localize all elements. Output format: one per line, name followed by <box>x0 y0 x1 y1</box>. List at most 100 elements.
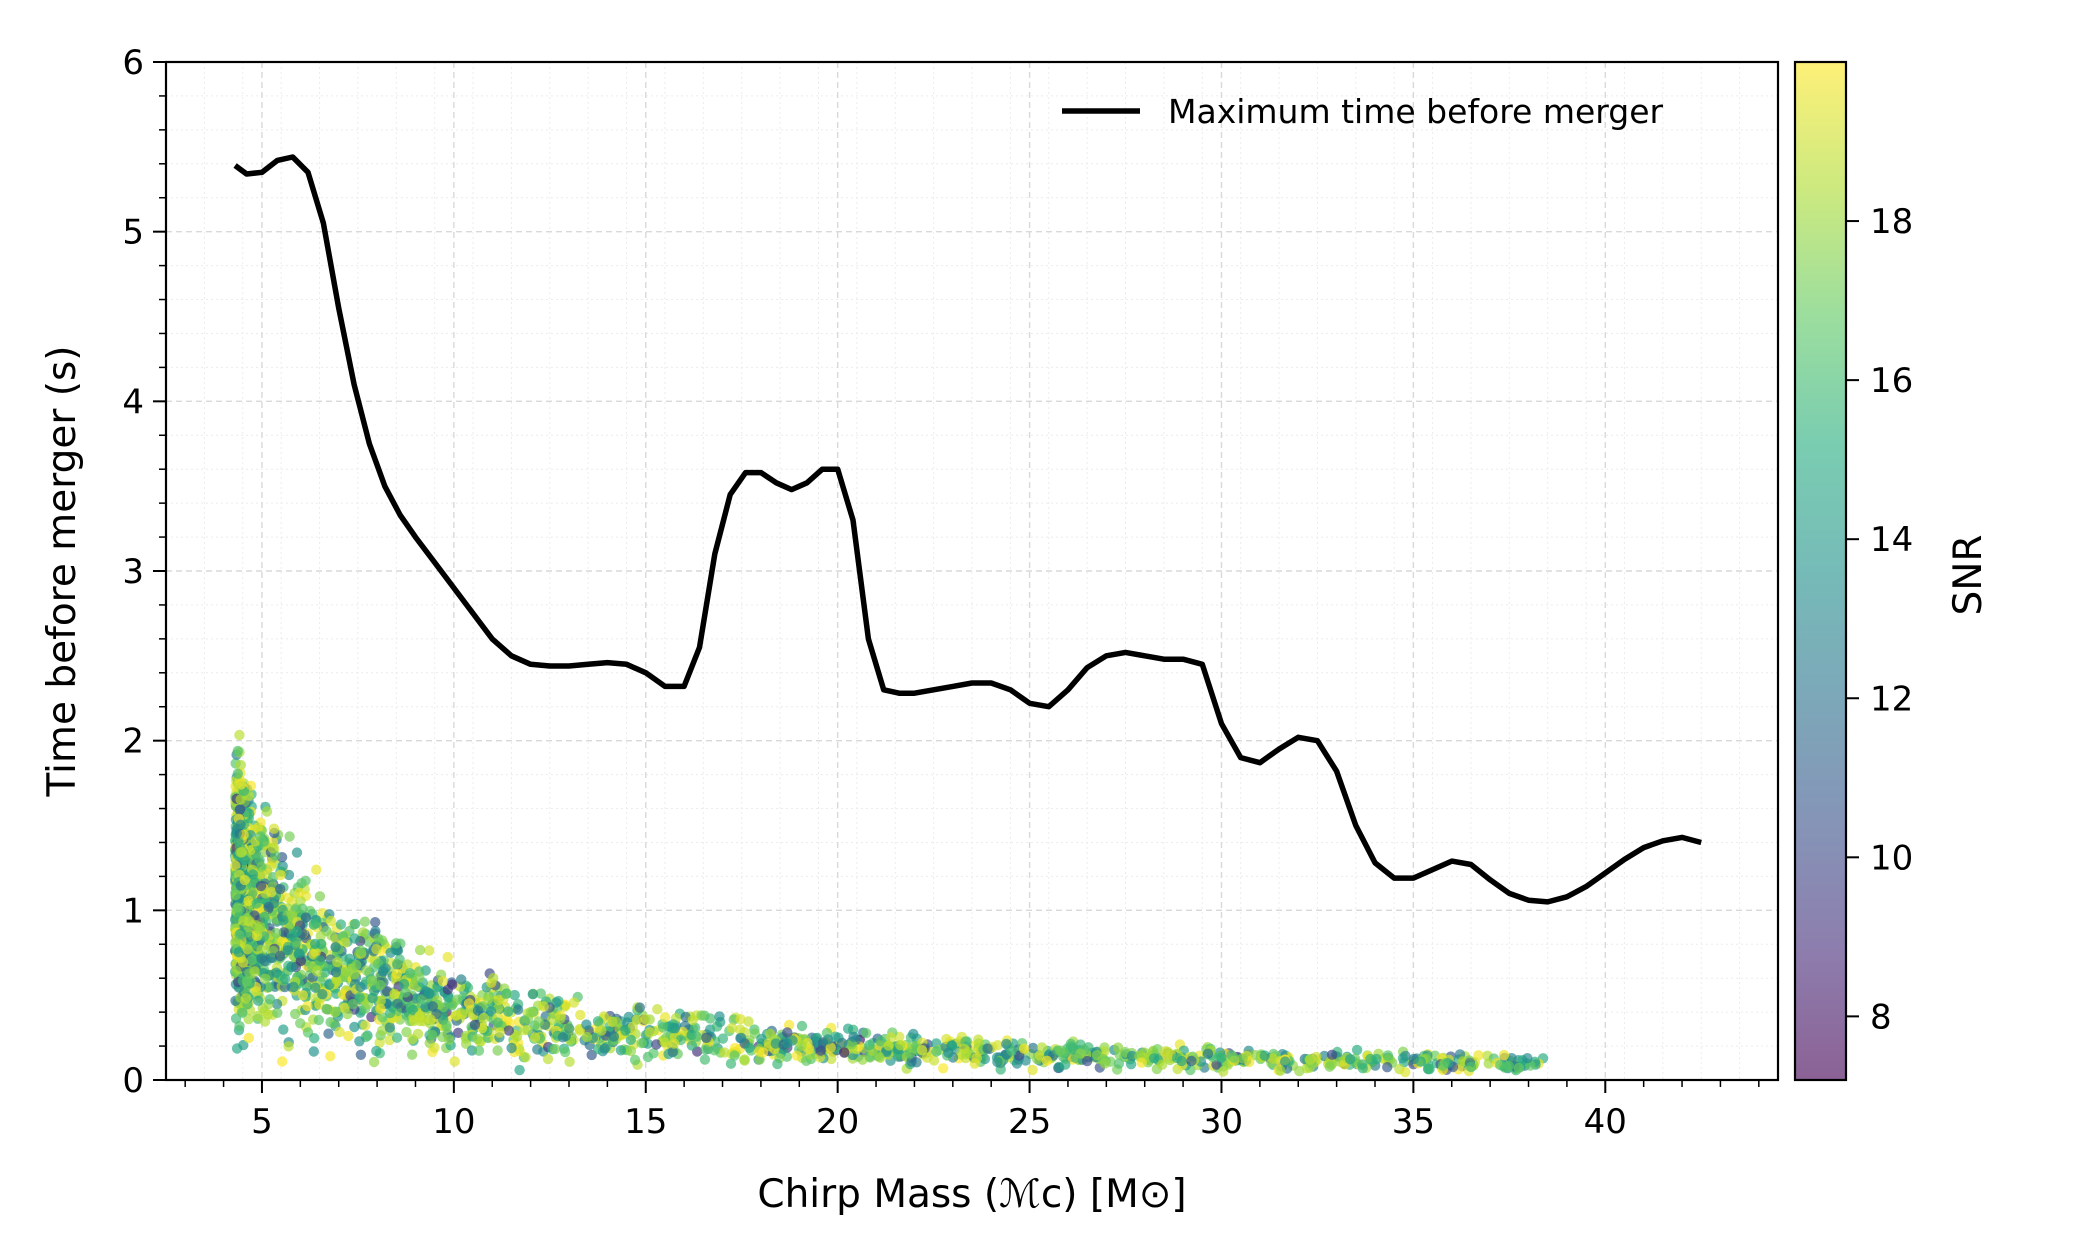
scatter-point <box>389 988 400 1000</box>
scatter-point <box>1382 1062 1393 1073</box>
scatter-point <box>451 994 463 1005</box>
scatter-point <box>1036 1042 1048 1053</box>
scatter-point <box>514 1064 525 1076</box>
scatter-point <box>245 780 257 791</box>
scatter-point <box>533 1016 544 1027</box>
scatter-point <box>355 981 366 993</box>
scatter-point <box>691 1031 702 1042</box>
legend-label: Maximum time before merger <box>1168 92 1664 131</box>
scatter-point <box>275 869 286 881</box>
scatter-point <box>366 975 378 986</box>
scatter-point <box>267 842 278 854</box>
scatter-point <box>1423 1063 1434 1075</box>
scatter-point <box>739 1055 750 1066</box>
scatter-point <box>1027 1064 1038 1076</box>
scatter-point <box>297 990 309 1001</box>
scatter-point <box>701 1032 712 1044</box>
scatter-point <box>659 1037 670 1048</box>
scatter-point <box>332 956 343 968</box>
colorbar-tick-label: 12 <box>1870 679 1913 719</box>
scatter-point <box>557 1032 569 1043</box>
colorbar-tick-label: 10 <box>1870 838 1913 878</box>
scatter-point <box>243 1032 254 1044</box>
scatter-point <box>232 745 243 757</box>
scatter-point <box>1397 1053 1409 1064</box>
scatter-point <box>282 945 294 956</box>
scatter-point <box>250 986 262 997</box>
scatter-point <box>1498 1049 1510 1061</box>
scatter-point <box>503 1025 514 1036</box>
x-tick-label: 10 <box>432 1102 475 1142</box>
scatter-point <box>378 964 389 975</box>
scatter-point <box>625 1034 636 1046</box>
scatter-point <box>599 1043 610 1054</box>
scatter-point <box>286 931 297 942</box>
scatter-point <box>234 1020 245 1032</box>
scatter-point <box>1011 1058 1023 1069</box>
scatter-point <box>291 847 303 858</box>
scatter-point <box>290 1008 301 1020</box>
scatter-point <box>729 1050 740 1061</box>
scatter-point <box>757 1047 769 1058</box>
scatter-point <box>314 955 325 966</box>
scatter-point <box>652 1004 663 1015</box>
scatter-point <box>625 1045 637 1057</box>
scatter-point <box>252 822 264 833</box>
scatter-point <box>414 972 425 983</box>
scatter-point <box>1152 1044 1163 1055</box>
scatter-point <box>1437 1060 1449 1072</box>
scatter-point <box>331 974 342 986</box>
scatter-point <box>283 869 295 881</box>
scatter-point <box>478 1012 489 1024</box>
scatter-point <box>492 1017 503 1028</box>
scatter-point <box>503 1006 514 1017</box>
scatter-point <box>493 994 504 1006</box>
scatter-point <box>246 954 258 966</box>
scatter-point <box>339 937 351 948</box>
scatter-point <box>906 1056 917 1067</box>
scatter-point <box>330 941 341 953</box>
x-tick-label: 35 <box>1392 1102 1435 1142</box>
scatter-point <box>391 958 403 969</box>
scatter-point <box>982 1043 993 1054</box>
axis-ticks: 5 10 15 20 25 30 35 40 0 1 2 3 4 5 6 <box>122 43 1760 1142</box>
scatter-point <box>384 1022 396 1033</box>
scatter-point <box>1125 1059 1137 1070</box>
scatter-point <box>314 891 326 902</box>
scatter-point <box>253 995 264 1006</box>
scatter-point <box>315 930 326 942</box>
scatter-point <box>268 823 280 834</box>
scatter-point <box>700 1044 711 1055</box>
scatter-point <box>308 919 319 930</box>
scatter-point <box>535 988 546 999</box>
scatter-point <box>581 1019 592 1030</box>
scatter-point <box>1157 1059 1168 1070</box>
scatter-point <box>375 995 386 1006</box>
scatter-point <box>1345 1054 1356 1065</box>
scatter-point <box>313 1014 324 1026</box>
scatter-point <box>417 994 428 1005</box>
scatter-point <box>347 998 358 1010</box>
scatter-point <box>443 1034 455 1045</box>
scatter-point <box>334 1026 345 1038</box>
scatter-point <box>359 916 371 927</box>
scatter-point <box>344 953 355 964</box>
scatter-point <box>264 994 276 1005</box>
scatter-point <box>634 1002 645 1013</box>
scatter-point <box>351 959 362 971</box>
scatter-point <box>256 861 267 872</box>
scatter-point <box>240 993 252 1004</box>
scatter-point <box>242 944 253 955</box>
scatter-point <box>391 938 402 949</box>
scatter-point <box>677 1026 688 1038</box>
scatter-point <box>839 1047 850 1058</box>
scatter-point <box>1522 1053 1533 1064</box>
scatter-point <box>1495 1059 1506 1071</box>
scatter-point <box>1513 1062 1525 1074</box>
scatter-point <box>437 976 448 987</box>
scatter-point <box>377 1012 388 1023</box>
scatter-point <box>442 951 453 963</box>
scatter-point <box>1326 1049 1338 1061</box>
scatter-point <box>300 912 312 923</box>
